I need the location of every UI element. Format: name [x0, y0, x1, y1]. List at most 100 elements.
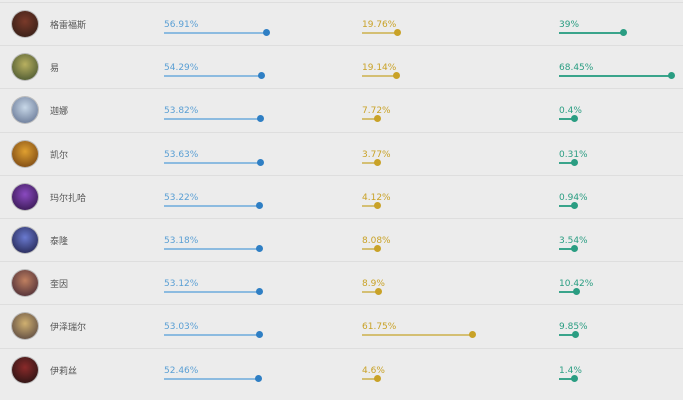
pick-rate-value: 19.14% [362, 63, 397, 74]
ban-rate-bar-end [571, 115, 578, 123]
pick-rate-bar [362, 291, 378, 294]
ban-rate-bar [559, 161, 574, 164]
champion-name[interactable]: 易 [50, 64, 60, 75]
pick-rate-bar-end [468, 331, 476, 339]
pick-rate-bar [362, 118, 377, 121]
win-rate-bar-end [254, 374, 262, 382]
ban-rate-value: 0.31% [559, 149, 588, 160]
champion-row[interactable]: 格雷福斯 56.91% 19.76% 39% [0, 2, 683, 45]
pick-rate-value: 8.9% [362, 279, 385, 290]
champion-row[interactable]: 玛尔扎哈 53.22% 4.12% 0.94% [0, 174, 683, 218]
ban-rate-bar-end [571, 158, 578, 166]
champion-avatar[interactable] [12, 183, 38, 210]
champion-row[interactable]: 奎因 53.12% 8.9% 10.42% [0, 261, 683, 304]
champion-row[interactable]: 泰隆 53.18% 8.08% 3.54% [0, 217, 683, 261]
win-rate-bar [164, 377, 258, 380]
champion-avatar[interactable] [12, 356, 38, 383]
pick-rate-value: 3.77% [362, 149, 391, 160]
ban-rate-value: 3.54% [559, 235, 588, 246]
win-rate-bar-end [256, 288, 264, 296]
win-rate-value: 53.82% [164, 106, 199, 117]
champion-row[interactable]: 迦娜 53.82% 7.72% 0.4% [0, 88, 683, 131]
champion-row[interactable]: 伊莉丝 52.46% 4.6% 1.4% [0, 347, 683, 391]
win-rate-value: 53.22% [164, 192, 199, 203]
win-rate-bar [164, 334, 259, 337]
champion-stats-list: 格雷福斯 56.91% 19.76% 39% 易 54.29% 19.14% 68.45% 迦娜… [0, 2, 683, 391]
champion-name[interactable]: 奎因 [50, 280, 69, 291]
champion-name[interactable]: 格雷福斯 [50, 21, 87, 31]
champion-avatar[interactable] [12, 226, 38, 253]
champion-row[interactable]: 凯尔 53.63% 3.77% 0.31% [0, 131, 683, 175]
pick-rate-bar-end [394, 29, 402, 36]
win-rate-bar [164, 204, 260, 207]
champion-name[interactable]: 迦娜 [50, 107, 69, 118]
ban-rate-bar-end [571, 374, 578, 382]
win-rate-bar [164, 161, 260, 164]
ban-rate-bar [559, 32, 623, 34]
win-rate-value: 53.18% [164, 235, 199, 246]
win-rate-bar-end [256, 158, 264, 166]
ban-rate-value: 68.45% [559, 63, 594, 74]
ban-rate-value: 9.85% [559, 322, 588, 333]
pick-rate-value: 7.72% [362, 106, 391, 117]
ban-rate-value: 39% [559, 20, 580, 30]
champion-name[interactable]: 伊泽瑞尔 [50, 323, 87, 334]
pick-rate-bar-end [374, 115, 381, 123]
win-rate-bar [164, 32, 266, 34]
pick-rate-bar-end [393, 72, 401, 80]
win-rate-value: 56.91% [164, 20, 199, 30]
ban-rate-bar-end [572, 331, 580, 339]
pick-rate-bar [362, 334, 472, 337]
pick-rate-value: 61.75% [362, 322, 397, 333]
win-rate-value: 54.29% [164, 63, 199, 74]
ban-rate-bar [559, 291, 577, 294]
champion-name[interactable]: 玛尔扎哈 [50, 193, 87, 204]
ban-rate-value: 10.42% [559, 279, 594, 290]
ban-rate-value: 0.4% [559, 106, 582, 117]
pick-rate-bar [362, 32, 398, 34]
win-rate-bar [164, 291, 260, 294]
ban-rate-value: 0.94% [559, 192, 588, 203]
champion-row[interactable]: 伊泽瑞尔 53.03% 61.75% 9.85% [0, 304, 683, 347]
ban-rate-bar [559, 247, 574, 250]
win-rate-value: 53.12% [164, 279, 199, 290]
champion-avatar[interactable] [12, 270, 38, 297]
pick-rate-value: 4.6% [362, 365, 385, 376]
ban-rate-bar [559, 75, 672, 78]
pick-rate-value: 8.08% [362, 235, 391, 246]
pick-rate-bar-end [374, 201, 381, 209]
win-rate-bar [164, 118, 261, 121]
pick-rate-bar [362, 247, 377, 250]
pick-rate-bar [362, 161, 377, 164]
champion-name[interactable]: 凯尔 [50, 150, 69, 161]
pick-rate-bar-end [374, 244, 381, 252]
pick-rate-value: 4.12% [362, 192, 391, 203]
champion-avatar[interactable] [12, 313, 38, 340]
champion-avatar[interactable] [12, 140, 38, 167]
champion-avatar[interactable] [12, 54, 38, 81]
ban-rate-value: 1.4% [559, 365, 582, 376]
champion-name[interactable]: 泰隆 [50, 236, 69, 247]
pick-rate-bar-end [374, 374, 381, 382]
champion-avatar[interactable] [12, 11, 38, 37]
win-rate-bar-end [262, 29, 270, 36]
ban-rate-bar-end [571, 244, 578, 252]
win-rate-bar-end [256, 201, 264, 209]
champion-avatar[interactable] [12, 97, 38, 124]
pick-rate-bar [362, 377, 377, 380]
win-rate-value: 53.63% [164, 149, 199, 160]
ban-rate-bar [559, 334, 576, 337]
ban-rate-bar [559, 204, 574, 207]
win-rate-bar [164, 247, 260, 250]
pick-rate-bar-end [374, 158, 381, 166]
ban-rate-bar-end [619, 29, 627, 36]
win-rate-bar-end [255, 331, 263, 339]
pick-rate-bar [362, 75, 397, 78]
pick-rate-bar [362, 204, 377, 207]
champion-name[interactable]: 伊莉丝 [50, 366, 78, 377]
ban-rate-bar [559, 118, 574, 121]
win-rate-value: 53.03% [164, 322, 199, 333]
champion-row[interactable]: 易 54.29% 19.14% 68.45% [0, 45, 683, 88]
ban-rate-bar-end [668, 72, 676, 80]
pick-rate-value: 19.76% [362, 20, 397, 30]
